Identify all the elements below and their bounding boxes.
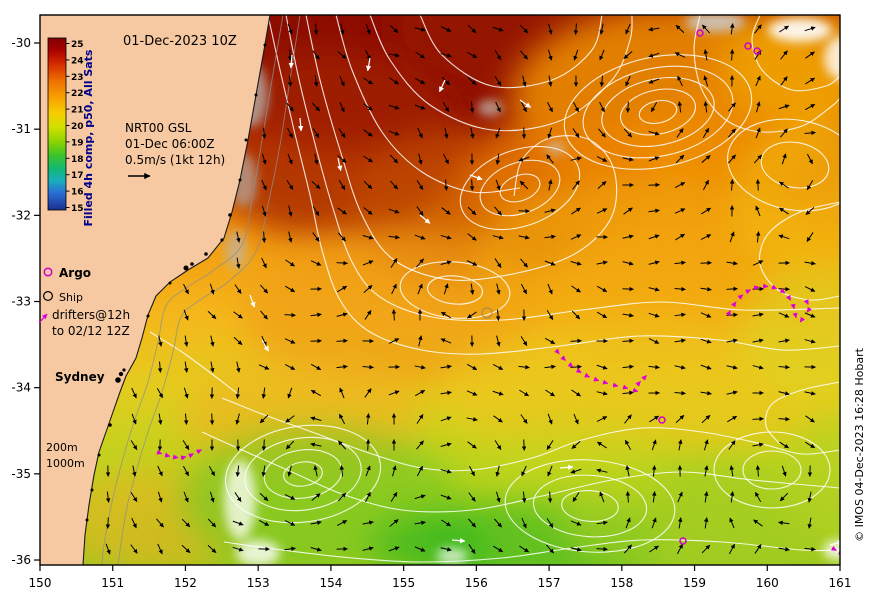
y-tick-label: -36 [11, 553, 31, 567]
ship-marker [481, 307, 493, 319]
y-tick-label: -30 [11, 36, 31, 50]
colorbar-tick-label: 19 [71, 138, 84, 148]
drifter-marker [771, 284, 778, 290]
observation-markers [156, 29, 840, 555]
drifter-marker [188, 453, 194, 459]
drifter-marker [792, 312, 798, 319]
drifter-legend-marker [38, 313, 48, 324]
drifter-legend-label-1: drifters@12h [52, 308, 130, 322]
colorbar-tick-label: 23 [71, 73, 84, 83]
temperature-colorbar: 25 24 23 22 21 20 19 18 17 16 15 [47, 37, 84, 214]
axes-frame: 150 151 152 153 154 155 156 157 158 159 160 161 -30 -… [11, 14, 852, 590]
colorbar-tick-label: 24 [71, 56, 84, 66]
drifter-marker [622, 384, 629, 390]
y-tick-label: -31 [11, 122, 31, 136]
x-tick-label: 157 [538, 576, 561, 590]
drifter-marker [753, 285, 760, 291]
drifter-marker [725, 310, 731, 317]
drifter-marker [602, 379, 609, 385]
argo-legend-marker [43, 267, 53, 277]
drifter-legend-label-2: to 02/12 12Z [52, 324, 130, 338]
drifter-marker [762, 283, 769, 289]
drifter-marker [593, 376, 600, 382]
argo-float-marker [753, 47, 761, 55]
gsl-scale: 0.5m/s (1kt 12h) [125, 153, 225, 167]
drifter-marker [632, 387, 639, 393]
y-tick-label: -35 [11, 467, 31, 481]
drifter-marker [803, 299, 809, 305]
x-tick-label: 158 [610, 576, 633, 590]
y-tick-label: -32 [11, 208, 31, 222]
sst-field [40, 15, 840, 565]
drifter-marker [612, 382, 619, 388]
x-tick-label: 153 [247, 576, 270, 590]
colorbar-tick-label: 25 [71, 40, 84, 50]
drifter-marker [172, 454, 179, 460]
x-tick-label: 160 [756, 576, 779, 590]
x-tick-label: 152 [174, 576, 197, 590]
map-title: 01-Dec-2023 10Z [123, 34, 237, 49]
x-tick-label: 154 [319, 576, 342, 590]
drifter-marker [779, 288, 786, 294]
gsl-time: 01-Dec 06:00Z [125, 137, 214, 151]
drifter-marker [584, 372, 590, 378]
gsl-velocity-key: NRT00 GSL 01-Dec 06:00Z 0.5m/s (1kt 12h) [125, 121, 225, 180]
x-tick-label: 161 [829, 576, 852, 590]
drifter-marker [799, 316, 805, 323]
argo-float-marker [744, 42, 752, 50]
current-vector-field [105, 23, 840, 555]
gsl-name: NRT00 GSL [125, 121, 192, 135]
x-tick-label: 159 [683, 576, 706, 590]
x-tick-label: 155 [392, 576, 415, 590]
drifter-marker [554, 348, 560, 355]
x-tick-label: 150 [29, 576, 52, 590]
drifter-marker [575, 367, 582, 374]
colorbar-tick-label: 20 [71, 122, 84, 132]
bathy-1000m-label: 1000m [46, 457, 85, 470]
drifter-marker [560, 355, 566, 361]
drifter-marker [180, 455, 187, 461]
legend: Argo Ship drifters@12h to 02/12 12Z [38, 266, 130, 338]
ship-legend-label: Ship [59, 291, 83, 304]
drifter-marker [745, 289, 751, 295]
copyright-label: © IMOS 04-Dec-2023 16:28 Hobart [853, 347, 866, 542]
bathy-200m-label: 200m [46, 441, 78, 454]
colorbar-tick-label: 18 [71, 155, 84, 165]
drifter-marker [635, 381, 641, 387]
drifter-marker [785, 294, 792, 301]
ship-legend-marker [42, 291, 53, 302]
drifter-marker [196, 449, 202, 455]
drifter-marker [156, 449, 163, 455]
argo-legend-label: Argo [59, 266, 91, 280]
colorbar-tick-label: 21 [71, 106, 84, 116]
drifter-marker [567, 362, 574, 368]
colorbar-tick-label: 17 [71, 171, 84, 181]
bathymetry-contours [101, 15, 301, 565]
ssh-contours [149, 15, 840, 563]
land-coastline [40, 15, 271, 565]
drifter-marker [641, 375, 647, 381]
argo-float-marker [679, 537, 687, 545]
annotations: 01-Dec-2023 10Z NRT00 GSL 01-Dec 06:00Z … [38, 34, 866, 542]
y-tick-label: -34 [11, 381, 31, 395]
y-tick-label: -33 [11, 295, 31, 309]
x-tick-label: 156 [465, 576, 488, 590]
drifter-marker [806, 306, 812, 313]
x-tick-label: 151 [101, 576, 124, 590]
argo-float-marker [658, 416, 666, 424]
city-label-sydney: Sydney [55, 370, 105, 384]
drifter-marker [737, 294, 744, 300]
drifter-marker [731, 301, 737, 308]
colorbar-tick-label: 15 [71, 204, 84, 214]
argo-float-marker [696, 29, 704, 37]
colorbar-label: Filled 4h comp, p50, All Sats [82, 49, 95, 226]
drifter-marker [830, 545, 837, 552]
colorbar-tick-label: 16 [71, 188, 84, 198]
colorbar-tick-label: 22 [71, 89, 84, 99]
drifter-marker [790, 303, 796, 310]
drifter-marker [164, 452, 171, 458]
